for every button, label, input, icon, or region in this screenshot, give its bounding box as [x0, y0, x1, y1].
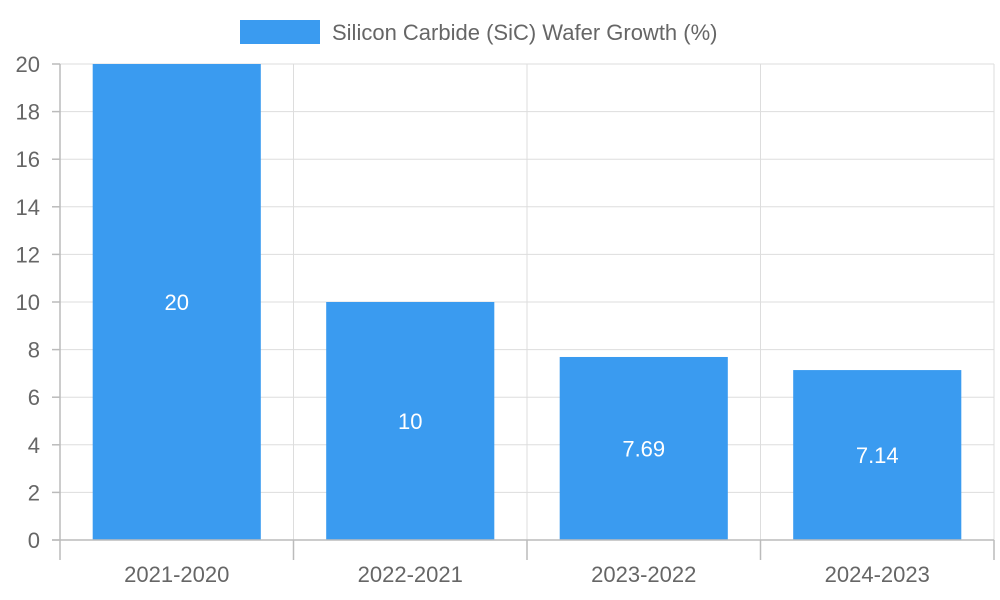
x-tick-label: 2022-2021	[358, 562, 463, 587]
bar-2023-2022[interactable]	[559, 356, 728, 540]
bars	[92, 64, 962, 540]
y-tick-label: 10	[16, 290, 40, 315]
y-tick-label: 0	[28, 528, 40, 553]
bar-2024-2023[interactable]	[793, 370, 962, 540]
bar-2022-2021[interactable]	[326, 302, 495, 540]
y-tick-label: 4	[28, 433, 40, 458]
data-label-2024-2023: 7.14	[856, 443, 899, 468]
x-tick-label: 2023-2022	[591, 562, 696, 587]
data-label-2022-2021: 10	[398, 409, 422, 434]
x-tick-label: 2021-2020	[124, 562, 229, 587]
y-tick-label: 6	[28, 385, 40, 410]
x-tick-label: 2024-2023	[825, 562, 930, 587]
legend-label: Silicon Carbide (SiC) Wafer Growth (%)	[332, 20, 718, 45]
y-tick-label: 2	[28, 480, 40, 505]
data-label-2023-2022: 7.69	[622, 436, 665, 461]
y-tick-label: 8	[28, 338, 40, 363]
y-tick-label: 20	[16, 52, 40, 77]
y-tick-label: 16	[16, 147, 40, 172]
bar-2021-2020[interactable]	[92, 64, 261, 540]
axes	[52, 63, 995, 560]
labels: 0 2 4 6 8 10 12 14 16 18 20 20 2021-2020 10 2022-2021 7…	[16, 52, 930, 587]
y-tick-label: 14	[16, 195, 40, 220]
y-tick-label: 18	[16, 100, 40, 125]
legend[interactable]: Silicon Carbide (SiC) Wafer Growth (%)	[240, 20, 718, 45]
data-label-2021-2020: 20	[165, 290, 189, 315]
y-tick-label: 12	[16, 242, 40, 267]
legend-swatch	[240, 20, 320, 44]
